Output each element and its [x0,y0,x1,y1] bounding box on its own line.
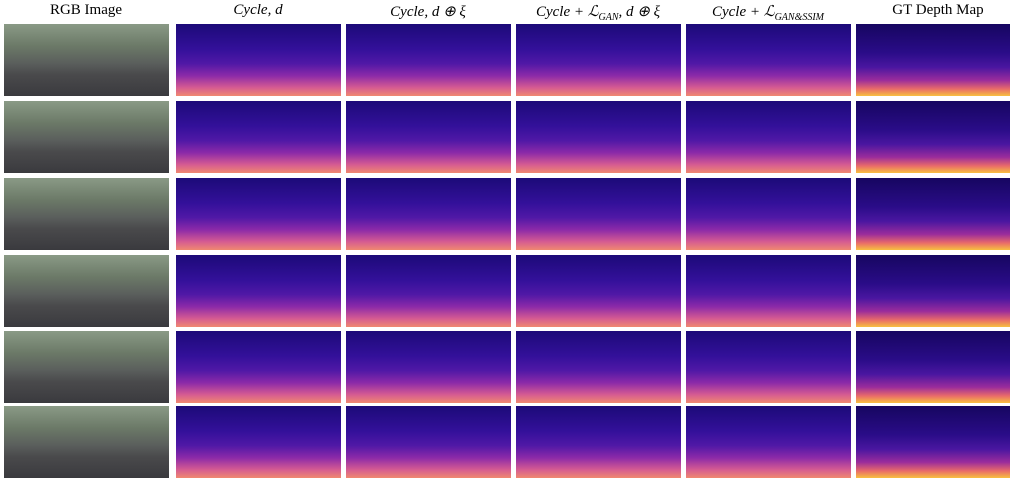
predicted-depth-map [346,406,511,478]
predicted-depth-map [686,406,851,478]
rgb-image [4,331,169,403]
predicted-depth-map [346,331,511,403]
predicted-depth-map [686,101,851,173]
predicted-depth-map [516,178,681,250]
header-tail: , d [268,2,283,18]
header-main: Cycle + ℒ [712,4,775,20]
predicted-depth-map [516,101,681,173]
gt-depth-map [856,406,1010,478]
predicted-depth-map [176,101,341,173]
predicted-depth-map [516,255,681,327]
predicted-depth-map [686,178,851,250]
column-header: Cycle, d ⊕ ξ [343,2,513,21]
rgb-image [4,24,169,96]
header-main: Cycle [390,4,424,20]
predicted-depth-map [516,24,681,96]
rgb-image [4,255,169,327]
predicted-depth-map [346,255,511,327]
rgb-image [4,178,169,250]
gt-depth-map [856,24,1010,96]
header-main: Cycle [233,2,267,18]
header-subscript: GAN&SSIM [775,12,824,23]
predicted-depth-map [176,255,341,327]
predicted-depth-map [176,406,341,478]
header-main: RGB Image [50,2,122,18]
predicted-depth-map [346,178,511,250]
gt-depth-map [856,101,1010,173]
rgb-image [4,406,169,478]
predicted-depth-map [516,406,681,478]
rgb-image [4,101,169,173]
predicted-depth-map [176,331,341,403]
gt-depth-map [856,255,1010,327]
column-header: GT Depth Map [853,2,1010,19]
predicted-depth-map [686,24,851,96]
predicted-depth-map [346,101,511,173]
column-header: Cycle + ℒGAN, d ⊕ ξ [513,2,683,23]
predicted-depth-map [176,24,341,96]
header-main: GT Depth Map [892,2,983,18]
predicted-depth-map [686,331,851,403]
gt-depth-map [856,178,1010,250]
column-header: Cycle, d [173,2,343,19]
column-header: RGB Image [1,2,171,19]
gt-depth-map [856,331,1010,403]
header-tail: , d ⊕ ξ [424,4,466,20]
predicted-depth-map [516,331,681,403]
header-subscript: GAN [599,12,619,23]
predicted-depth-map [686,255,851,327]
header-main: Cycle + ℒ [536,4,599,20]
header-tail: , d ⊕ ξ [619,4,661,20]
predicted-depth-map [346,24,511,96]
column-header: Cycle + ℒGAN&SSIM [683,2,853,23]
predicted-depth-map [176,178,341,250]
figure: RGB ImageCycle, dCycle, d ⊕ ξCycle + ℒGA… [0,0,1010,478]
